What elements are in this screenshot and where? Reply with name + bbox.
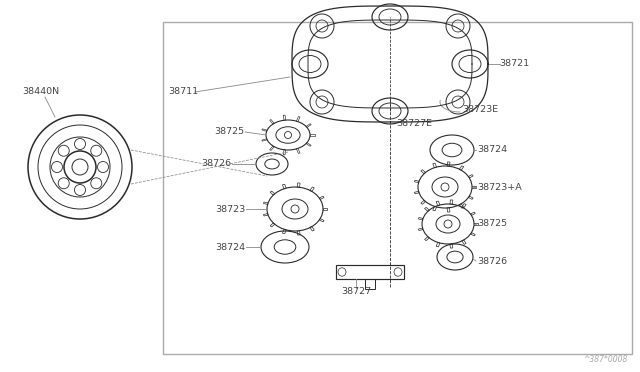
Bar xyxy=(365,279,375,289)
Text: ^387*0008: ^387*0008 xyxy=(584,355,628,364)
Text: 38724: 38724 xyxy=(215,243,245,251)
Text: 38725: 38725 xyxy=(477,219,507,228)
Text: 38726: 38726 xyxy=(477,257,507,266)
Text: 38727E: 38727E xyxy=(396,119,432,128)
Text: 38724: 38724 xyxy=(477,145,507,154)
Text: 38726: 38726 xyxy=(201,160,231,169)
Bar xyxy=(336,265,404,279)
Bar xyxy=(163,22,632,354)
Text: 38440N: 38440N xyxy=(22,87,59,96)
Text: 38721: 38721 xyxy=(499,60,529,68)
Text: 38723+A: 38723+A xyxy=(477,183,522,192)
Text: 38711: 38711 xyxy=(168,87,198,96)
Text: 38723: 38723 xyxy=(215,205,245,214)
Text: 38727: 38727 xyxy=(341,288,371,296)
Text: 38723E: 38723E xyxy=(462,105,498,113)
Text: 38725: 38725 xyxy=(214,128,244,137)
